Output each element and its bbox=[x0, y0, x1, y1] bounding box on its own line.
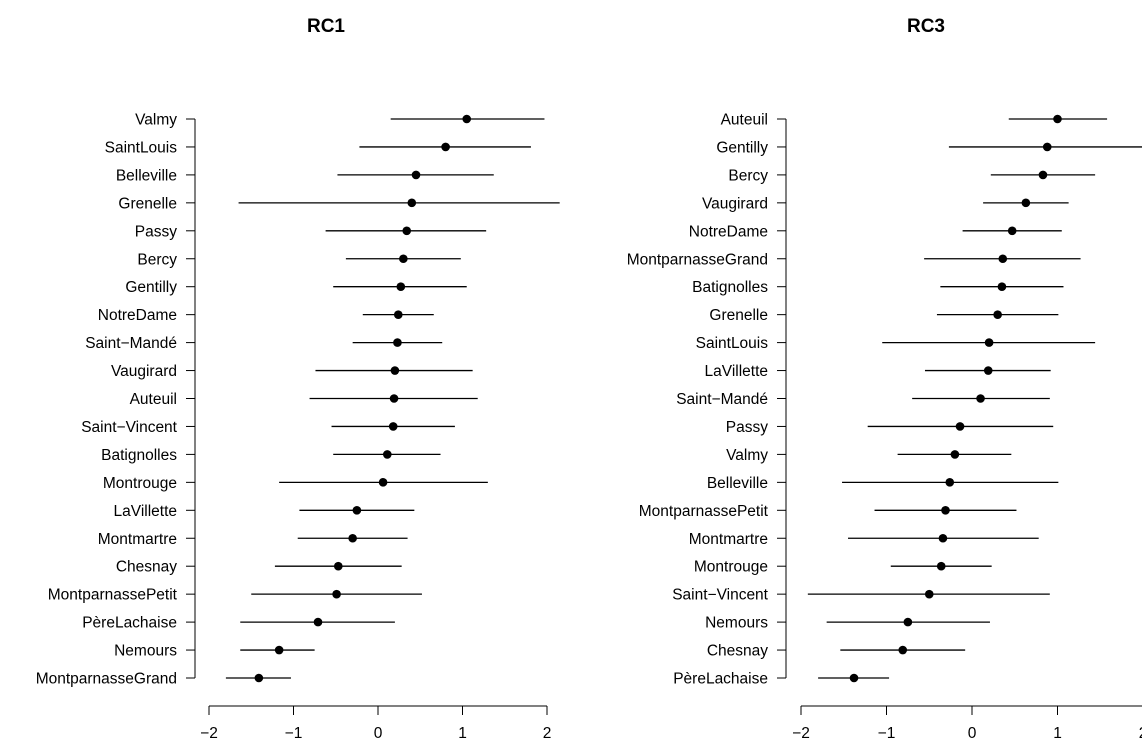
rc3-estimate-point bbox=[1038, 170, 1048, 180]
rc3-estimate-point bbox=[950, 450, 960, 459]
rc3-estimate-point bbox=[998, 254, 1008, 264]
rc1-estimate-point bbox=[462, 114, 472, 124]
rc1-estimate-point bbox=[332, 589, 341, 599]
rc1-estimate-point bbox=[402, 226, 412, 236]
rc3-estimate-point bbox=[945, 478, 955, 487]
rc3-category-label: Auteuil bbox=[721, 112, 768, 129]
rc1-estimate-point bbox=[378, 478, 388, 487]
rc1-category-label: Grenelle bbox=[118, 195, 177, 212]
rc3-panel: RC3 Auteuil Gentilly Bercy Vaugirard NotreDam… bbox=[627, 16, 1142, 741]
rc1-estimate-point bbox=[348, 533, 357, 543]
rc1-estimate-point bbox=[389, 394, 399, 403]
rc3-estimate-point bbox=[983, 366, 993, 375]
rc3-estimate-point bbox=[993, 310, 1002, 319]
rc3-estimate-point bbox=[903, 617, 913, 627]
rc3-category-label: Vaugirard bbox=[702, 195, 768, 212]
rc1-title: RC1 bbox=[307, 16, 345, 37]
rc1-category-label: Bercy bbox=[137, 251, 177, 268]
rc3-estimate-point bbox=[941, 506, 950, 515]
rc1-category-label: PèreLachaise bbox=[82, 615, 177, 632]
rc1-category-label: LaVillette bbox=[114, 503, 177, 520]
rc3-estimate-point bbox=[936, 561, 946, 571]
rc1-estimate-point bbox=[274, 645, 284, 655]
rc3-category-label: Belleville bbox=[707, 475, 768, 492]
rc3-estimate-point bbox=[849, 673, 859, 683]
rc1-category-label: Vaugirard bbox=[111, 363, 177, 380]
rc1-category-label: Auteuil bbox=[130, 391, 177, 408]
rc1-category-label: Chesnay bbox=[116, 559, 177, 576]
rc1-category-label: MontparnasseGrand bbox=[36, 671, 177, 688]
rc3-category-label: Passy bbox=[726, 419, 768, 436]
rc3-category-label: Saint−Vincent bbox=[672, 587, 768, 604]
rc1-estimate-point bbox=[393, 338, 402, 347]
rc1-category-label: Passy bbox=[135, 223, 177, 240]
rc3-estimate-point bbox=[1007, 226, 1017, 236]
rc1-x-tick-label: −1 bbox=[285, 725, 303, 741]
rc3-estimate-point bbox=[924, 589, 934, 599]
rc3-estimate-point bbox=[976, 394, 985, 403]
rc3-category-label: Grenelle bbox=[709, 307, 768, 324]
rc1-estimate-point bbox=[333, 561, 343, 571]
rc1-category-label: Batignolles bbox=[101, 447, 177, 464]
rc3-x-tick-label: 0 bbox=[968, 725, 977, 741]
rc1-category-label: SaintLouis bbox=[105, 139, 178, 156]
rc3-x-tick-label: −2 bbox=[792, 725, 810, 741]
rc3-category-label: MontparnassePetit bbox=[639, 503, 769, 520]
rc1-estimate-point bbox=[407, 198, 417, 208]
rc3-category-label: Valmy bbox=[726, 447, 768, 464]
rc3-category-label: Saint−Mandé bbox=[676, 391, 768, 408]
rc1-category-label: Gentilly bbox=[125, 279, 177, 296]
rc1-category-label: Belleville bbox=[116, 167, 177, 184]
rc3-category-label: LaVillette bbox=[705, 363, 768, 380]
rc3-estimate-point bbox=[1021, 198, 1031, 208]
rc3-category-label: SaintLouis bbox=[696, 335, 769, 352]
rc3-category-label: Gentilly bbox=[716, 139, 768, 156]
rc1-x-tick-label: 1 bbox=[458, 725, 467, 741]
rc1-estimate-point bbox=[254, 673, 264, 683]
rc1-category-label: NotreDame bbox=[98, 307, 177, 324]
rc3-category-label: Chesnay bbox=[707, 643, 768, 660]
rc3-estimate-point bbox=[984, 338, 994, 347]
rc3-category-label: Nemours bbox=[705, 615, 768, 632]
rc1-category-label: Saint−Vincent bbox=[81, 419, 177, 436]
rc1-estimate-point bbox=[441, 142, 450, 152]
rc1-x-tick-label: −2 bbox=[200, 725, 218, 741]
rc3-title: RC3 bbox=[907, 16, 945, 37]
rc3-category-label: Montmartre bbox=[689, 531, 768, 548]
rc3-category-label: Bercy bbox=[728, 167, 768, 184]
rc3-estimate-point bbox=[955, 422, 965, 431]
rc1-estimate-point bbox=[396, 282, 406, 292]
rc1-category-label: MontparnassePetit bbox=[48, 587, 178, 604]
rc1-estimate-point bbox=[382, 450, 392, 459]
rc1-estimate-point bbox=[352, 506, 362, 515]
rc3-estimate-point bbox=[938, 533, 948, 543]
rc1-category-label: Montmartre bbox=[98, 531, 177, 548]
rc1-category-label: Saint−Mandé bbox=[85, 335, 177, 352]
rc1-panel: RC1 Valmy SaintLouis Belleville Grenelle Pass… bbox=[36, 16, 560, 741]
rc3-estimate-point bbox=[1053, 114, 1062, 124]
rc1-category-label: Montrouge bbox=[103, 475, 177, 492]
rc3-x-tick-label: 2 bbox=[1139, 725, 1142, 741]
rc3-x-tick-label: 1 bbox=[1053, 725, 1062, 741]
rc3-x-tick-label: −1 bbox=[878, 725, 896, 741]
rc3-category-label: Batignolles bbox=[692, 279, 768, 296]
rc1-estimate-point bbox=[390, 366, 400, 375]
rc3-estimate-point bbox=[1042, 142, 1052, 152]
rc1-estimate-point bbox=[399, 254, 408, 264]
rc1-estimate-point bbox=[411, 170, 421, 180]
rc1-estimate-point bbox=[313, 617, 323, 627]
rc3-category-label: NotreDame bbox=[689, 223, 768, 240]
rc1-category-label: Nemours bbox=[114, 643, 177, 660]
rc3-estimate-point bbox=[898, 645, 908, 655]
rc3-category-label: PèreLachaise bbox=[673, 671, 768, 688]
rc1-x-tick-label: 2 bbox=[543, 725, 552, 741]
rc1-estimate-point bbox=[388, 422, 398, 431]
rc3-category-label: MontparnasseGrand bbox=[627, 251, 768, 268]
rc1-x-tick-label: 0 bbox=[374, 725, 383, 741]
rc3-estimate-point bbox=[997, 282, 1007, 292]
rc1-category-label: Valmy bbox=[135, 112, 177, 129]
rc1-estimate-point bbox=[393, 310, 403, 319]
rc3-category-label: Montrouge bbox=[694, 559, 768, 576]
